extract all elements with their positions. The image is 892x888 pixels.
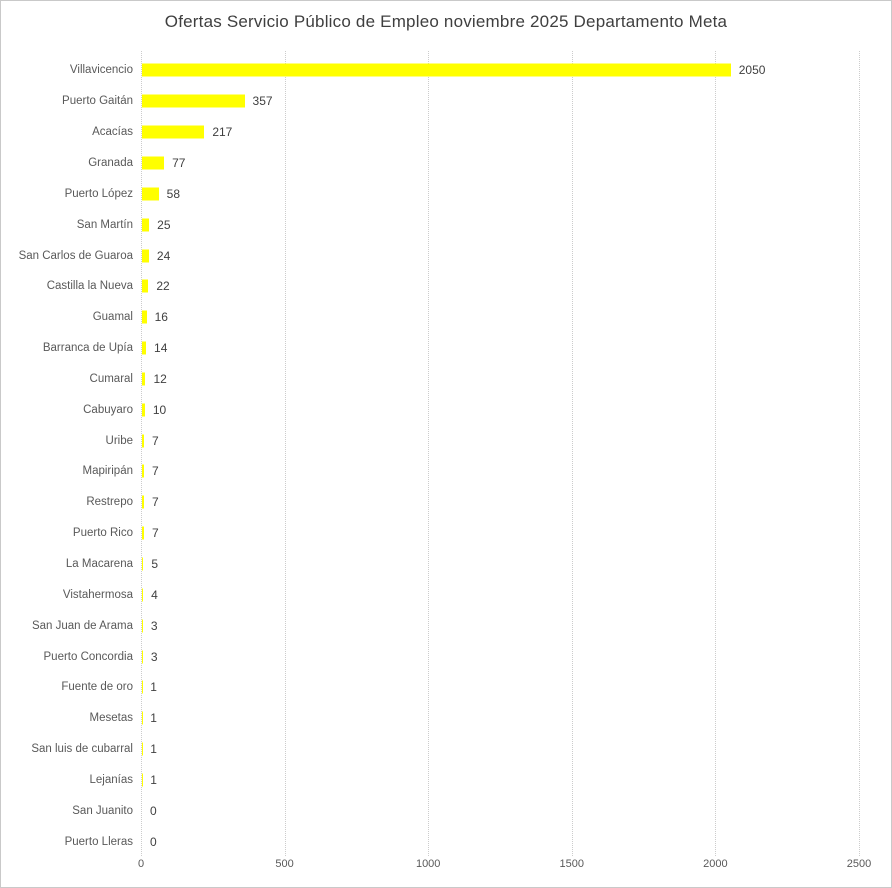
bar [142,310,147,324]
value-label: 77 [172,155,186,170]
bar [142,650,143,664]
x-axis-tick-label: 500 [275,858,294,870]
category-label: Restrepo [86,496,133,509]
gridline [428,51,430,856]
value-label: 1 [150,680,157,695]
value-label: 25 [157,217,171,232]
value-label: 24 [156,248,171,263]
category-label: Guamal [92,311,133,324]
value-label: 1 [150,711,157,726]
category-label: Puerto López [64,187,133,200]
category-label: Mesetas [89,712,133,725]
category-label: Uribe [105,434,133,447]
x-axis-tick-label: 2000 [703,858,728,870]
gridline [571,51,573,856]
value-label: 0 [150,834,157,849]
category-label: Barranca de Upía [42,342,133,355]
category-label: Puerto Gaitán [62,95,133,108]
value-label: 58 [166,186,181,201]
gridline [141,51,142,856]
bar [142,526,144,540]
value-label: 0 [150,803,157,818]
bar [142,341,147,355]
bar [142,557,144,571]
bar [142,464,144,478]
category-label: La Macarena [65,558,133,571]
value-label: 7 [152,495,159,510]
value-label: 2050 [738,63,766,78]
category-label: Lejanías [89,773,133,786]
value-label: 4 [151,587,158,602]
category-label: Puerto Lleras [64,835,133,848]
bar [142,249,149,263]
bar [142,372,146,386]
bar [142,434,144,448]
category-label: San Juanito [72,804,133,817]
value-label: 357 [252,94,273,109]
category-label: Cumaral [89,372,133,385]
bar [142,63,731,77]
category-label: San Martín [76,218,133,231]
value-label: 1 [150,742,157,757]
category-label: Acacías [92,126,133,139]
value-label: 3 [150,618,158,633]
bar [142,218,150,232]
x-axis-tick-label: 0 [137,858,145,870]
category-label: Mapiripán [82,465,134,478]
bar [142,495,144,509]
value-label: 3 [150,649,158,664]
bar [142,588,144,602]
value-label: 12 [153,371,167,386]
category-label: San Carlos de Guaroa [18,249,133,262]
value-label: 10 [152,402,167,417]
category-label: Fuente de oro [61,681,133,694]
value-label: 16 [154,310,168,325]
bar [142,156,165,170]
bar [142,187,159,201]
x-axis-tick-label: 1500 [559,858,585,870]
value-label: 5 [151,557,159,572]
category-label: San luis de cubarral [31,743,133,756]
gridline [284,51,286,856]
category-label: San Juan de Arama [31,619,133,632]
bar [142,279,149,293]
category-label: Granada [88,156,133,169]
category-label: Puerto Concordia [43,650,134,663]
category-label: Vistahermosa [62,588,133,601]
value-label: 7 [152,433,159,448]
value-label: 1 [150,772,157,787]
value-label: 217 [212,125,233,140]
category-label: Villavicencio [69,64,133,77]
value-label: 7 [152,464,159,479]
bar [142,403,145,417]
gridline [715,51,717,856]
bar [142,94,245,108]
bar [142,125,205,139]
x-axis-tick-label: 1000 [415,858,441,870]
category-label: Puerto Rico [72,527,133,540]
bar [142,619,143,633]
gridline [859,51,860,856]
category-label: Cabuyaro [83,403,133,416]
chart-title: Ofertas Servicio Público de Empleo novie… [164,12,728,31]
x-axis-tick-label: 2500 [846,858,872,870]
value-label: 22 [156,279,170,294]
value-label: 7 [152,526,159,541]
category-label: Castilla la Nueva [46,280,133,293]
value-label: 14 [154,341,168,356]
